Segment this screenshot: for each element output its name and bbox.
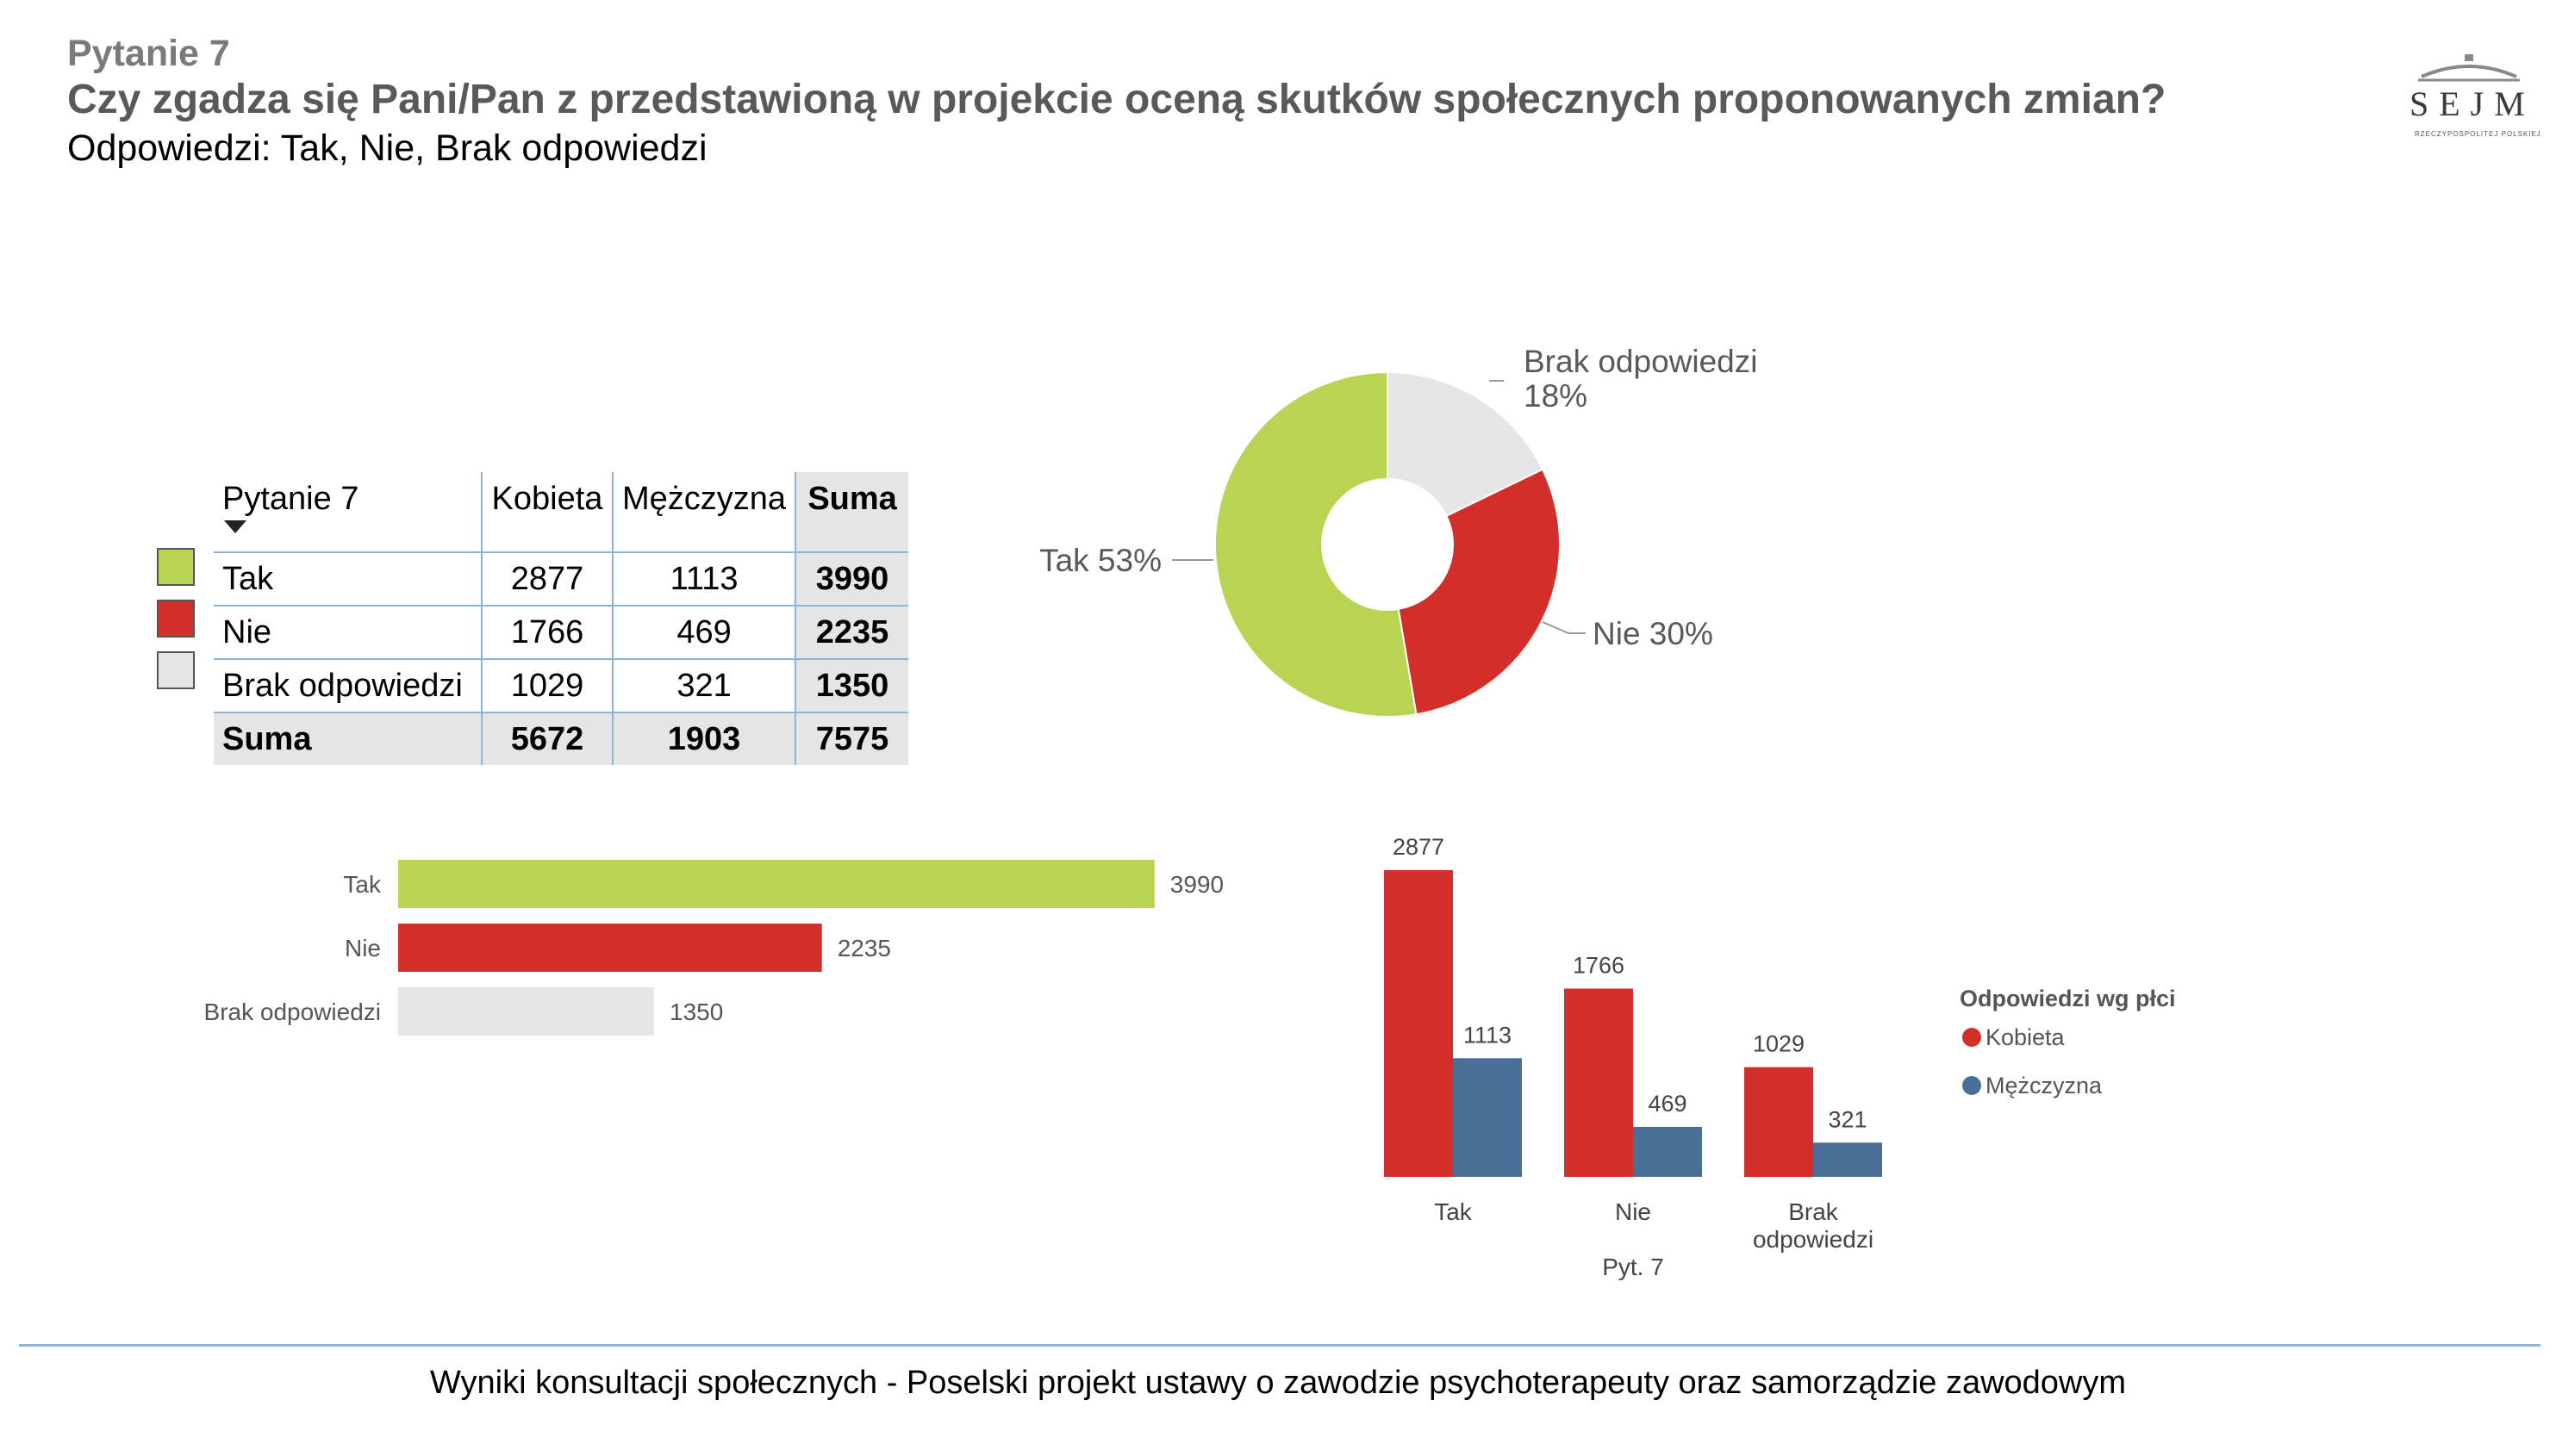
table-row: Brak odpowiedzi 1029 321 1350 bbox=[214, 659, 909, 713]
cell-mezczyzna: 469 bbox=[613, 606, 797, 660]
bar-category-label: Brak odpowiedzi bbox=[204, 999, 381, 1025]
column-value-label: 1113 bbox=[1463, 1022, 1512, 1048]
column-category-label: Tak bbox=[1434, 1198, 1473, 1225]
logo-subtext: RZECZYPOSPOLITEJ POLSKIEJ bbox=[2415, 130, 2541, 138]
header-question[interactable]: Pytanie 7 bbox=[214, 472, 483, 553]
cell-suma: 7575 bbox=[795, 712, 909, 765]
cell-kobieta: 1029 bbox=[482, 659, 614, 713]
row-label: Nie bbox=[214, 606, 483, 660]
column bbox=[1453, 1058, 1522, 1177]
bar bbox=[398, 987, 654, 1036]
cell-kobieta: 5672 bbox=[482, 712, 614, 765]
cell-kobieta: 2877 bbox=[482, 552, 614, 607]
question-title: Czy zgadza się Pani/Pan z przedstawioną … bbox=[67, 77, 2166, 122]
bar bbox=[398, 924, 822, 972]
column bbox=[1564, 988, 1633, 1177]
pie-label: Tak 53% bbox=[1039, 543, 1162, 578]
column bbox=[1633, 1126, 1702, 1177]
logo-text: SEJM bbox=[2409, 84, 2535, 123]
pie-label: Brak odpowiedzi 18% bbox=[1524, 344, 1757, 414]
cell-mezczyzna: 1113 bbox=[613, 552, 797, 607]
cell-suma: 2235 bbox=[795, 606, 909, 660]
header-mezczyzna: Mężczyzna bbox=[613, 472, 797, 553]
column-value-label: 1766 bbox=[1573, 952, 1624, 978]
cell-mezczyzna: 1903 bbox=[613, 712, 797, 765]
row-label: Tak bbox=[214, 552, 483, 607]
bar-value-label: 1350 bbox=[670, 999, 723, 1025]
sejm-logo-icon: SEJM RZECZYPOSPOLITEJ POLSKIEJ bbox=[2404, 47, 2540, 151]
sort-down-icon[interactable] bbox=[224, 520, 246, 533]
pie-label-line: 18% bbox=[1524, 378, 1587, 414]
column bbox=[1813, 1142, 1882, 1177]
legend-label: Kobieta bbox=[1986, 1024, 2066, 1050]
dome-icon bbox=[2418, 54, 2520, 82]
question-number: Pytanie 7 bbox=[67, 33, 230, 74]
answers-line: Odpowiedzi: Tak, Nie, Brak odpowiedzi bbox=[67, 128, 708, 169]
header-suma: Suma bbox=[795, 472, 909, 553]
category-label-line: Tak bbox=[1434, 1198, 1473, 1225]
leader-line bbox=[1542, 621, 1586, 634]
column-category-label: Nie bbox=[1615, 1198, 1651, 1225]
row-label: Brak odpowiedzi bbox=[214, 659, 483, 713]
swatch-brak bbox=[157, 651, 195, 689]
pie-slice bbox=[1397, 468, 1561, 716]
bar-category-label: Tak bbox=[343, 871, 382, 898]
column-value-label: 321 bbox=[1828, 1106, 1867, 1132]
pie-slice bbox=[1387, 370, 1544, 518]
category-label-line: Brak bbox=[1788, 1198, 1839, 1225]
table-header-row: Pytanie 7 Kobieta Mężczyzna Suma bbox=[214, 472, 909, 553]
cell-kobieta: 1766 bbox=[482, 606, 614, 660]
header-question-label: Pytanie 7 bbox=[222, 481, 359, 517]
header-kobieta: Kobieta bbox=[482, 472, 614, 553]
table-row: Nie 1766 469 2235 bbox=[214, 606, 909, 660]
cell-mezczyzna: 321 bbox=[613, 659, 797, 713]
pie-label-line: Tak 53% bbox=[1039, 543, 1162, 578]
legend-marker bbox=[1962, 1076, 1981, 1095]
column-value-label: 2877 bbox=[1393, 834, 1444, 860]
bar-category-label: Nie bbox=[345, 935, 381, 961]
grouped-column-chart: 2877 1113 Tak 1766 469 Nie 1029 321 Brak odpowied… bbox=[1384, 834, 2176, 1280]
category-label-line: Nie bbox=[1615, 1198, 1651, 1225]
x-axis-label: Pyt. 7 bbox=[1602, 1254, 1664, 1280]
horizontal-bar-chart: Tak 3990 Nie 2235 Brak odpowiedzi 1350 bbox=[204, 860, 1224, 1036]
pie-label-line: Nie 30% bbox=[1593, 616, 1713, 651]
footer-divider bbox=[19, 1344, 2540, 1347]
column bbox=[1384, 870, 1453, 1177]
row-label: Suma bbox=[214, 712, 483, 765]
pie-label: Nie 30% bbox=[1593, 616, 1713, 651]
column-value-label: 1029 bbox=[1753, 1031, 1805, 1057]
column bbox=[1744, 1067, 1813, 1177]
bar-value-label: 2235 bbox=[838, 935, 891, 961]
cell-suma: 3990 bbox=[795, 552, 909, 607]
legend-marker bbox=[1962, 1028, 1981, 1047]
donut-chart: Brak odpowiedzi 18% Nie 30% Tak 53% bbox=[1039, 344, 1757, 718]
table-sum-row: Suma 5672 1903 7575 bbox=[214, 712, 909, 765]
pie-label-line: Brak odpowiedzi bbox=[1524, 344, 1757, 379]
footer-text: Wyniki konsultacji społecznych - Poselsk… bbox=[429, 1365, 2127, 1401]
bar bbox=[398, 860, 1155, 908]
legend-title: Odpowiedzi wg płci bbox=[1960, 986, 2176, 1011]
category-label-line: odpowiedzi bbox=[1753, 1226, 1873, 1253]
legend-label: Mężczyzna bbox=[1986, 1073, 2103, 1098]
swatch-tak bbox=[157, 548, 195, 586]
bar-value-label: 3990 bbox=[1170, 871, 1224, 898]
cell-suma: 1350 bbox=[795, 659, 909, 713]
table-row: Tak 2877 1113 3990 bbox=[214, 552, 909, 607]
swatch-nie bbox=[157, 600, 195, 638]
pie-slice bbox=[1214, 370, 1418, 718]
column-category-label: Brak odpowiedzi bbox=[1753, 1198, 1873, 1253]
column-value-label: 469 bbox=[1648, 1091, 1686, 1117]
results-table: Pytanie 7 Kobieta Mężczyzna Suma Tak 287… bbox=[214, 472, 909, 765]
